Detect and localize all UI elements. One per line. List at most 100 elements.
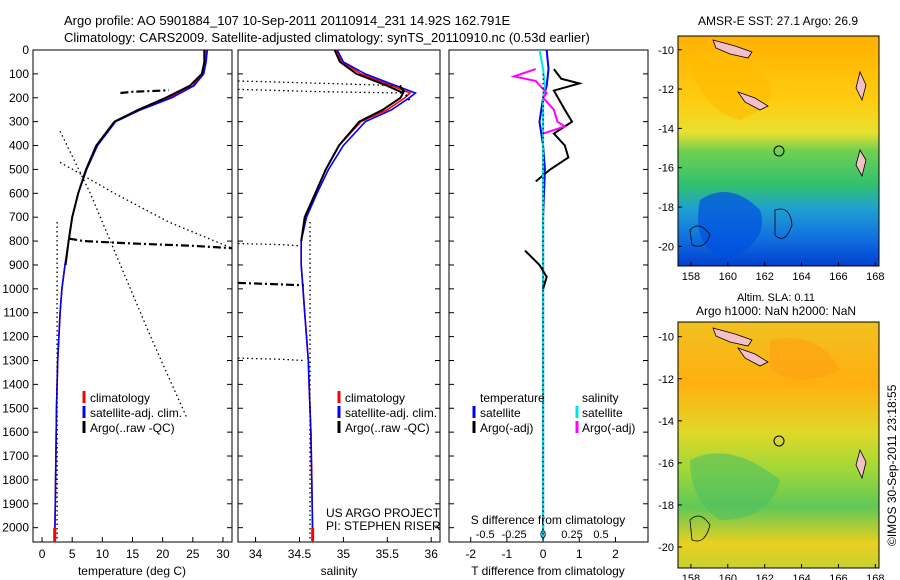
- contour-1: [689, 515, 711, 542]
- temperature-xlabel: temperature (deg C): [78, 564, 186, 578]
- legend-label-s-satellite: satellite: [582, 406, 623, 420]
- sst-map: [677, 35, 880, 267]
- series-raw-dotted-1: [59, 130, 188, 419]
- legend-label-t-argo: Argo(-adj): [480, 421, 533, 435]
- x-tick-label: 2: [612, 547, 619, 561]
- s-tick-label: 0.5: [593, 529, 608, 541]
- island-1: [712, 39, 753, 59]
- depth-tick-label: 600: [9, 186, 29, 200]
- map-x-tick-label: 164: [792, 271, 810, 283]
- header-line2: Climatology: CARS2009. Satellite-adjuste…: [64, 30, 590, 45]
- series-t-argo-adj-: [535, 68, 584, 183]
- series-t-argo-deep: [524, 249, 548, 290]
- depth-tick-label: 1900: [2, 497, 29, 511]
- salinity-xticks: 34 34.5 35 35.5 36: [249, 537, 438, 561]
- map-y-tick-label: -10: [658, 332, 674, 344]
- series-argo-raw-qc-: [300, 50, 405, 242]
- temperature-series: [53, 50, 232, 542]
- t-difference-xlabel: T difference from climatology: [471, 564, 625, 578]
- island-3: [855, 448, 867, 480]
- t-difference-xticks: -2 -1 0 1 2: [465, 537, 619, 561]
- legend-label-argo: Argo(..raw -QC): [90, 421, 175, 435]
- depth-tick-label: 1100: [3, 306, 29, 320]
- sst-frame: [677, 35, 880, 267]
- difference-series: [510, 50, 584, 540]
- legend-label-climatology: climatology: [345, 391, 405, 405]
- temperature-legend: climatology satellite-adj. clim. Argo(..…: [82, 391, 182, 435]
- x-tick-label: 35.5: [376, 547, 400, 561]
- header-line1: Argo profile: AO 5901884_107 10-Sep-2011…: [64, 13, 511, 28]
- salinity-series: [238, 50, 418, 542]
- salinity-panel: [237, 49, 441, 543]
- legend-label-satellite: satellite-adj. clim.: [345, 406, 437, 420]
- s-tick-label: 0.25: [561, 529, 582, 541]
- x-tick-label: 5: [69, 547, 76, 561]
- sla-green-patch: [690, 453, 780, 520]
- depth-tick-label: 0: [22, 43, 29, 57]
- map-x-tick-label: 168: [866, 573, 884, 580]
- map-x-tick-label: 166: [829, 573, 847, 580]
- map-y-tick-label: -12: [658, 84, 674, 96]
- x-tick-label: 36: [425, 547, 439, 561]
- map-x-tick-label: 168: [866, 271, 884, 283]
- sla-map-subtitle: Argo h1000: NaN h2000: NaN: [696, 304, 856, 318]
- x-tick-label: 15: [126, 547, 140, 561]
- sst-cold-patch: [698, 192, 762, 260]
- map-y-tick-label: -20: [658, 241, 674, 253]
- sst-map-title: AMSR-E SST: 27.1 Argo: 26.9: [698, 14, 858, 28]
- depth-axis: 0 100 200 300 400 500 600 700 800 900 1000 1100 1200…: [2, 43, 648, 535]
- map-y-tick-label: -16: [658, 458, 674, 470]
- map-y-tick-label: -18: [658, 202, 674, 214]
- map-y-tick-label: -16: [658, 163, 674, 175]
- depth-tick-label: 1400: [2, 377, 29, 391]
- map-x-tick-label: 162: [755, 271, 773, 283]
- series-satellite-adj-clim-: [300, 50, 418, 540]
- legend-title-temperature: temperature: [480, 391, 545, 405]
- island-1: [712, 327, 753, 347]
- contour-1: [689, 225, 711, 247]
- s-tick-label: -0.25: [502, 529, 527, 541]
- project-pi: PI: STEPHEN RISER: [326, 519, 441, 533]
- temperature-panel: [32, 49, 233, 543]
- difference-panel: [448, 49, 649, 543]
- depth-tick-label: 500: [9, 162, 29, 176]
- s-tick-label: 0: [540, 529, 546, 541]
- contour-2: [774, 208, 793, 239]
- map-y-tick-label: -12: [658, 374, 674, 386]
- timestamp: ©IMOS 30-Sep-2011 23:18:55: [885, 384, 899, 546]
- map-x-tick-label: 164: [792, 573, 810, 580]
- argo-float-marker: [773, 435, 785, 447]
- map-y-tick-label: -14: [658, 416, 674, 428]
- depth-tick-label: 1500: [2, 401, 29, 415]
- depth-tick-label: 1200: [2, 330, 29, 344]
- x-tick-label: -1: [502, 547, 513, 561]
- depth-tick-label: 800: [9, 234, 29, 248]
- depth-tick-label: 200: [9, 91, 29, 105]
- series-raw-dotted-4: [238, 357, 304, 362]
- depth-tick-label: 1300: [2, 353, 29, 367]
- sla-warm-patch: [770, 338, 840, 380]
- sla-frame: [677, 321, 880, 569]
- depth-tick-label: 1000: [2, 282, 29, 296]
- map-y-tick-label: -20: [658, 542, 674, 554]
- s-tick-label: -0.5: [476, 529, 495, 541]
- sla-map: [677, 321, 880, 569]
- depth-tick-label: 700: [9, 210, 29, 224]
- map-x-tick-label: 162: [755, 573, 773, 580]
- legend-title-salinity: salinity: [582, 391, 619, 405]
- map-x-tick-label: 166: [829, 271, 847, 283]
- legend-label-t-satellite: satellite: [480, 406, 521, 420]
- temperature-xticks: 0 5 10 15 20 25 30: [39, 537, 230, 561]
- map-y-tick-label: -14: [658, 123, 674, 135]
- legend-label-s-argo: Argo(-adj): [582, 421, 635, 435]
- series-s-satellite: [538, 50, 546, 540]
- s-difference-xlabel: S difference from climatology: [471, 513, 626, 527]
- depth-tick-label: 1800: [2, 473, 29, 487]
- depth-tick-label: 400: [9, 139, 29, 153]
- map-y-tick-label: -10: [658, 45, 674, 57]
- x-tick-label: 34.5: [288, 547, 312, 561]
- series-argo-spike-180: [120, 89, 169, 95]
- x-tick-label: 35: [337, 547, 351, 561]
- series-raw-dotted-3: [238, 242, 300, 247]
